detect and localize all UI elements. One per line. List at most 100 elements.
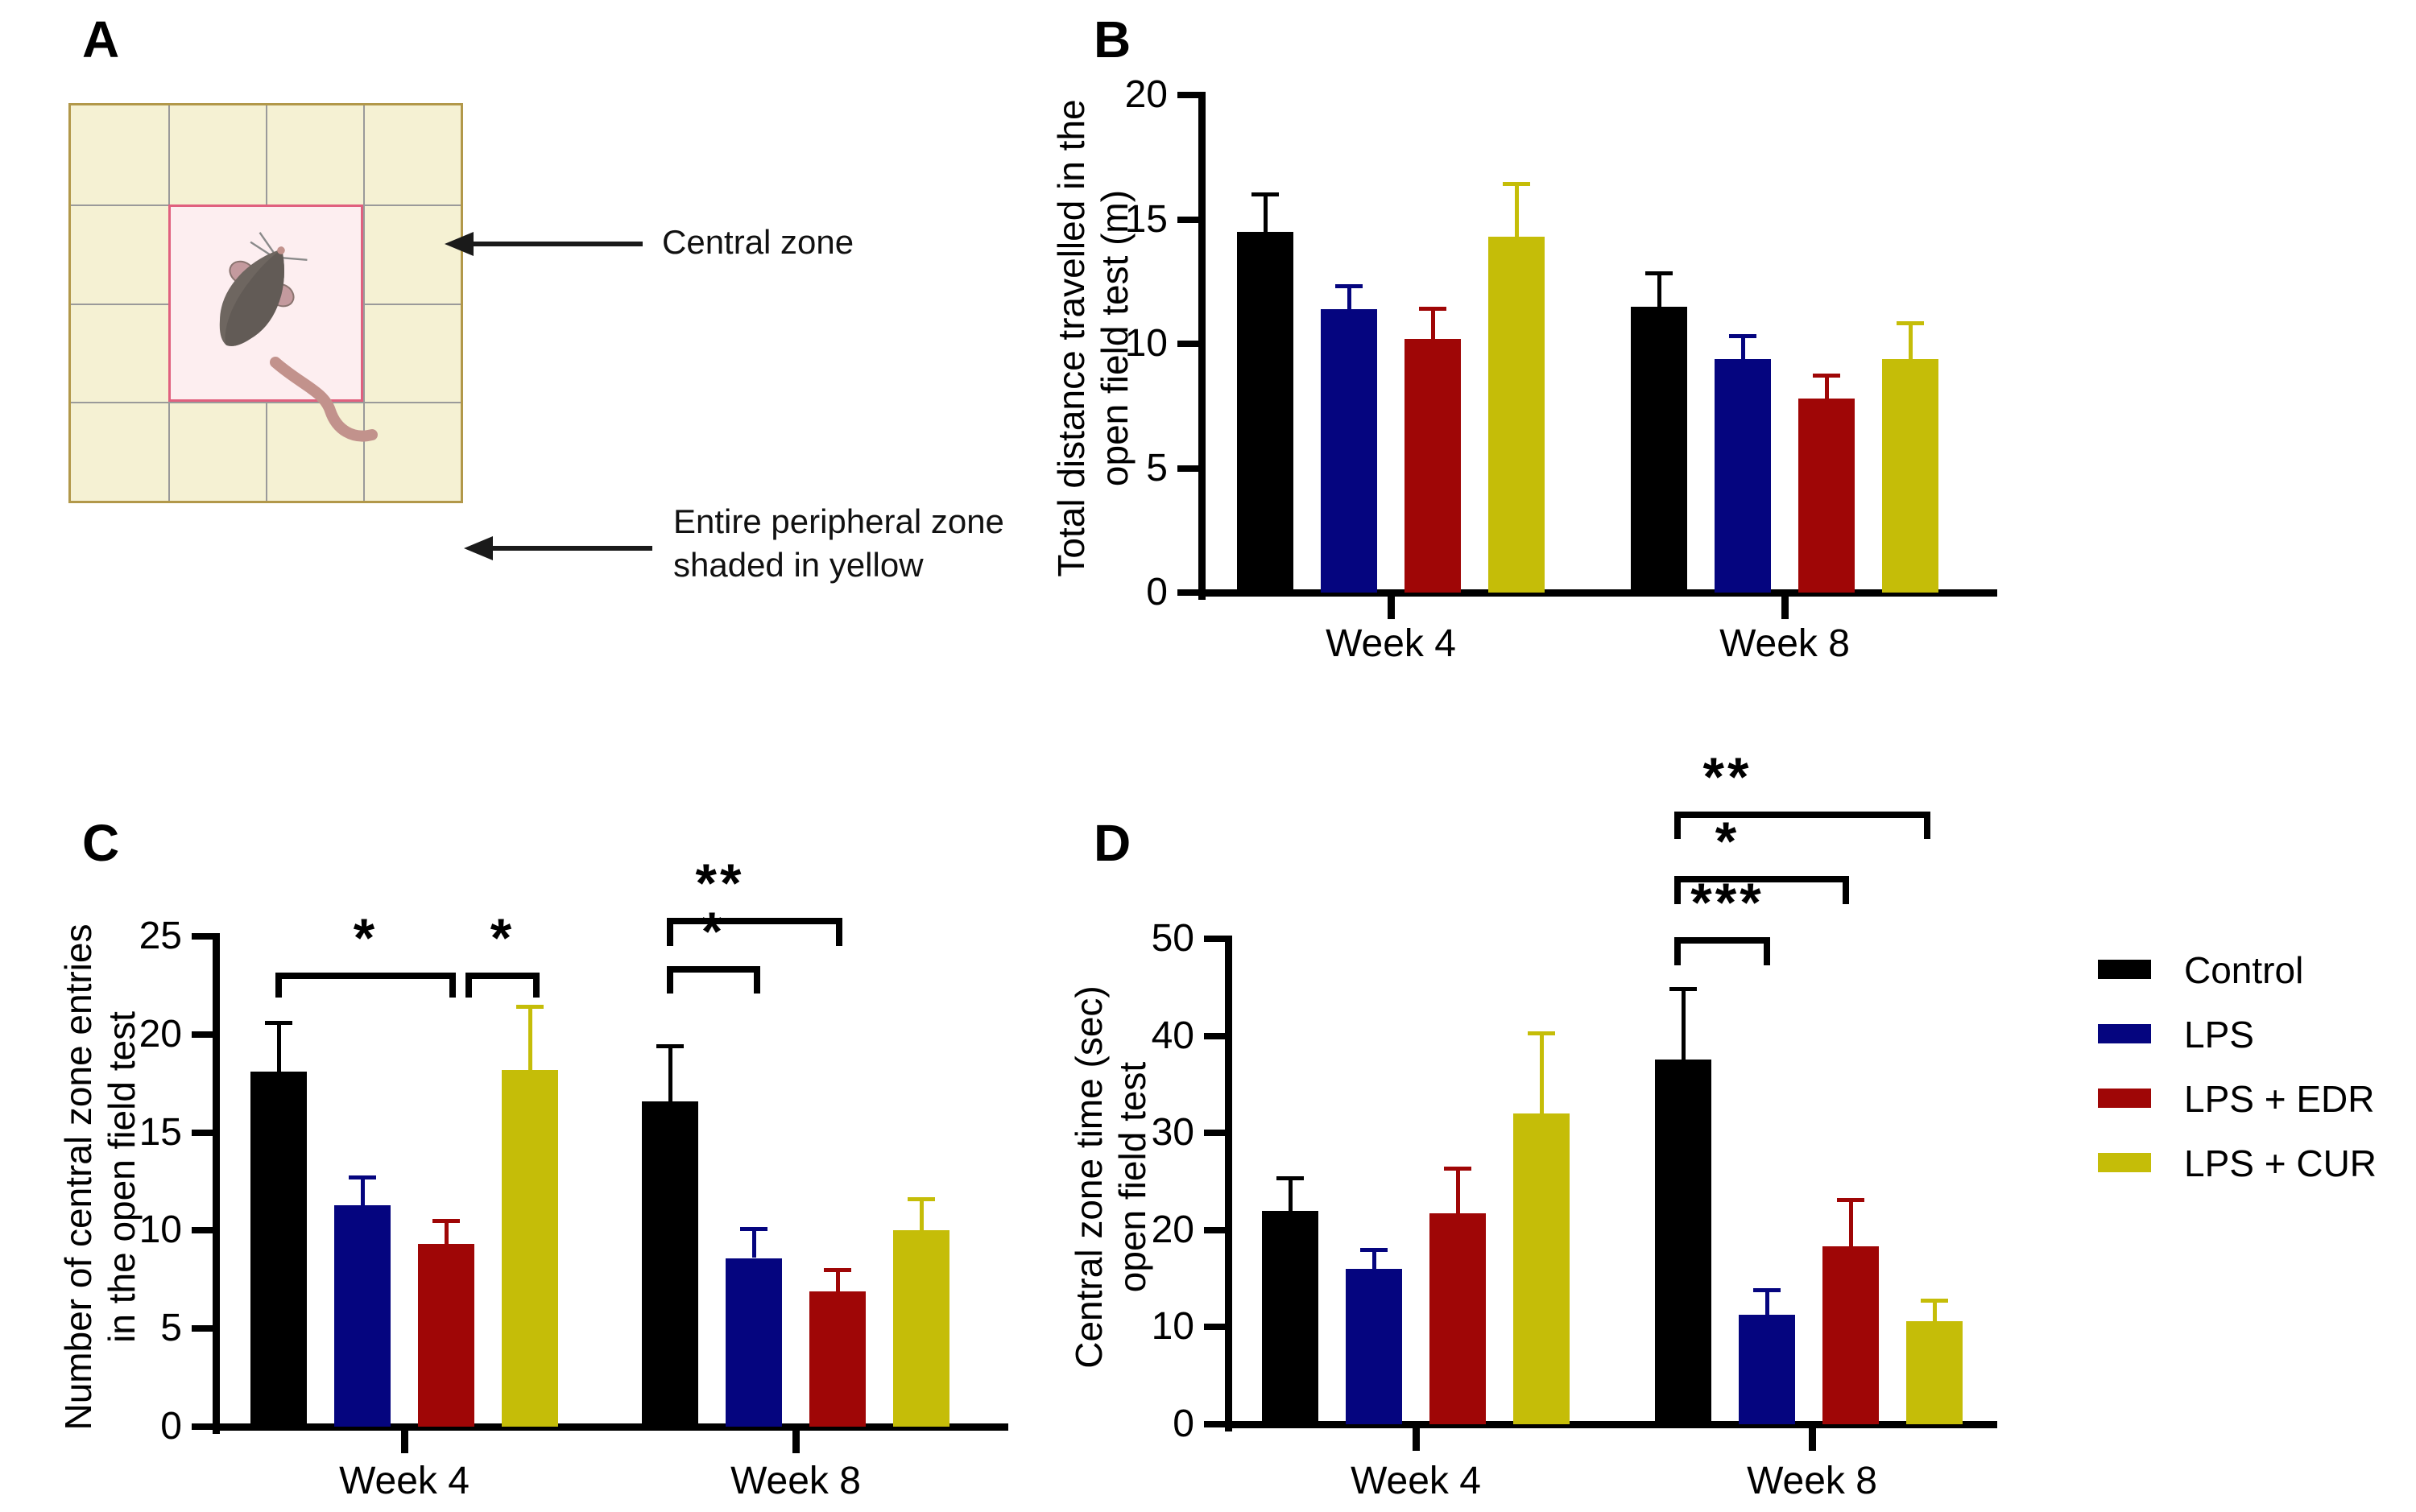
bar-control-week4 (250, 1072, 307, 1427)
sig-stars: * (1715, 811, 1740, 873)
bar-lps-cur-week8 (1906, 1321, 1963, 1424)
x-group-tick (1412, 1428, 1420, 1451)
x-axis (213, 1423, 1008, 1431)
x-group-label: Week 8 (1747, 1460, 1877, 1502)
error-bar (1740, 333, 1745, 359)
error-bar-cap (1753, 1288, 1781, 1293)
mouse-icon (219, 232, 378, 442)
error-bar (1681, 987, 1686, 1060)
error-bar (527, 1005, 532, 1070)
y-tick (192, 1325, 213, 1332)
open-field-arena (68, 103, 463, 503)
sig-bracket-leg (1674, 876, 1681, 904)
sig-bracket-leg (1764, 937, 1770, 965)
panel-label-a: A (82, 10, 120, 68)
bar-lps-week4 (1346, 1269, 1402, 1424)
error-bar (1764, 1288, 1769, 1315)
bar-lps-week8 (726, 1258, 782, 1427)
y-tick-label: 15 (1124, 197, 1168, 241)
error-bar (1908, 321, 1913, 359)
y-axis (213, 933, 220, 1434)
y-tick-label: 10 (1151, 1305, 1194, 1349)
y-axis-label-line2: in the open field test (101, 1011, 143, 1343)
x-group-tick (792, 1431, 800, 1453)
bar-lps-cur-week4 (502, 1069, 558, 1427)
error-bar-cap (908, 1196, 935, 1201)
error-bar (360, 1175, 365, 1205)
sig-bracket-leg (465, 972, 472, 998)
error-bar (835, 1267, 840, 1291)
error-bar (1288, 1176, 1293, 1211)
bar-lps-edr-week8 (1798, 398, 1855, 593)
sig-bracket-leg (1924, 811, 1930, 839)
error-bar (276, 1020, 281, 1072)
x-group-label: Week 4 (1351, 1460, 1481, 1502)
x-group-label: Week 4 (1326, 622, 1456, 665)
peripheral-zone-arrow-line (493, 546, 652, 551)
bar-control-week8 (1631, 306, 1687, 593)
panel-label-c: C (82, 814, 120, 872)
sig-bracket-leg (1674, 937, 1681, 965)
bar-control-week8 (642, 1101, 698, 1427)
error-bar (1539, 1031, 1544, 1114)
x-group-tick (400, 1431, 408, 1453)
y-tick-label: 15 (139, 1110, 182, 1154)
x-axis (1198, 589, 1997, 597)
sig-bracket-leg (533, 972, 540, 998)
sig-bracket-bar (1674, 811, 1930, 818)
bar-lps-edr-week8 (1822, 1246, 1879, 1424)
y-tick-label: 10 (1124, 322, 1168, 365)
sig-bracket-bar (1674, 876, 1849, 883)
legend-swatch-lps-edr (2098, 1089, 2151, 1108)
sig-bracket-leg (275, 972, 282, 998)
sig-stars: * (353, 907, 379, 969)
sig-stars: ** (1702, 746, 1752, 808)
error-bar (1932, 1299, 1937, 1322)
sig-bracket-bar (1674, 937, 1770, 944)
central-zone-annotation: Central zone (662, 223, 854, 261)
error-bar-cap (656, 1043, 684, 1048)
y-axis-label-line1: Total distance travelled in the (1050, 99, 1092, 577)
panel-label-b: B (1094, 10, 1131, 68)
x-group-tick (1808, 1428, 1816, 1451)
y-tick (1177, 216, 1198, 223)
y-tick (192, 1031, 213, 1038)
error-bar-cap (1528, 1031, 1555, 1035)
sig-stars: * (701, 901, 726, 963)
bar-lps-week4 (334, 1204, 391, 1427)
error-bar-cap (1276, 1176, 1304, 1181)
central-zone-arrow-line (474, 242, 643, 246)
y-axis-label-line2: open field test (1111, 1061, 1153, 1293)
error-bar-cap (1503, 182, 1530, 187)
x-axis (1225, 1421, 1997, 1428)
error-bar-cap (349, 1175, 376, 1180)
central-zone-arrow-head (445, 232, 474, 256)
error-bar (1455, 1167, 1460, 1214)
error-bar-cap (1813, 374, 1840, 378)
y-tick (1204, 936, 1225, 942)
sig-bracket-bar (275, 972, 456, 979)
arena-grid-line (71, 402, 461, 404)
bar-lps-week4 (1321, 308, 1377, 593)
y-tick (192, 1129, 213, 1136)
error-bar (1824, 374, 1829, 399)
error-bar (444, 1218, 449, 1245)
bar-control-week8 (1655, 1059, 1711, 1424)
y-tick-label: 30 (1151, 1111, 1194, 1155)
y-tick-label: 5 (160, 1307, 182, 1350)
error-bar-cap (432, 1218, 460, 1223)
error-bar-cap (1897, 321, 1924, 326)
error-bar (1514, 182, 1519, 238)
error-bar-cap (1729, 333, 1756, 338)
error-bar-cap (1837, 1198, 1864, 1202)
error-bar (919, 1196, 924, 1231)
sig-bracket-leg (667, 917, 673, 947)
y-tick-label: 20 (139, 1012, 182, 1056)
y-tick (1204, 1226, 1225, 1233)
legend-swatch-lps-cur (2098, 1153, 2151, 1172)
bar-lps-edr-week4 (1429, 1213, 1486, 1424)
y-axis-label-line2: open field test (m) (1094, 189, 1136, 487)
bar-lps-cur-week8 (893, 1230, 949, 1427)
error-bar-cap (1669, 987, 1697, 992)
